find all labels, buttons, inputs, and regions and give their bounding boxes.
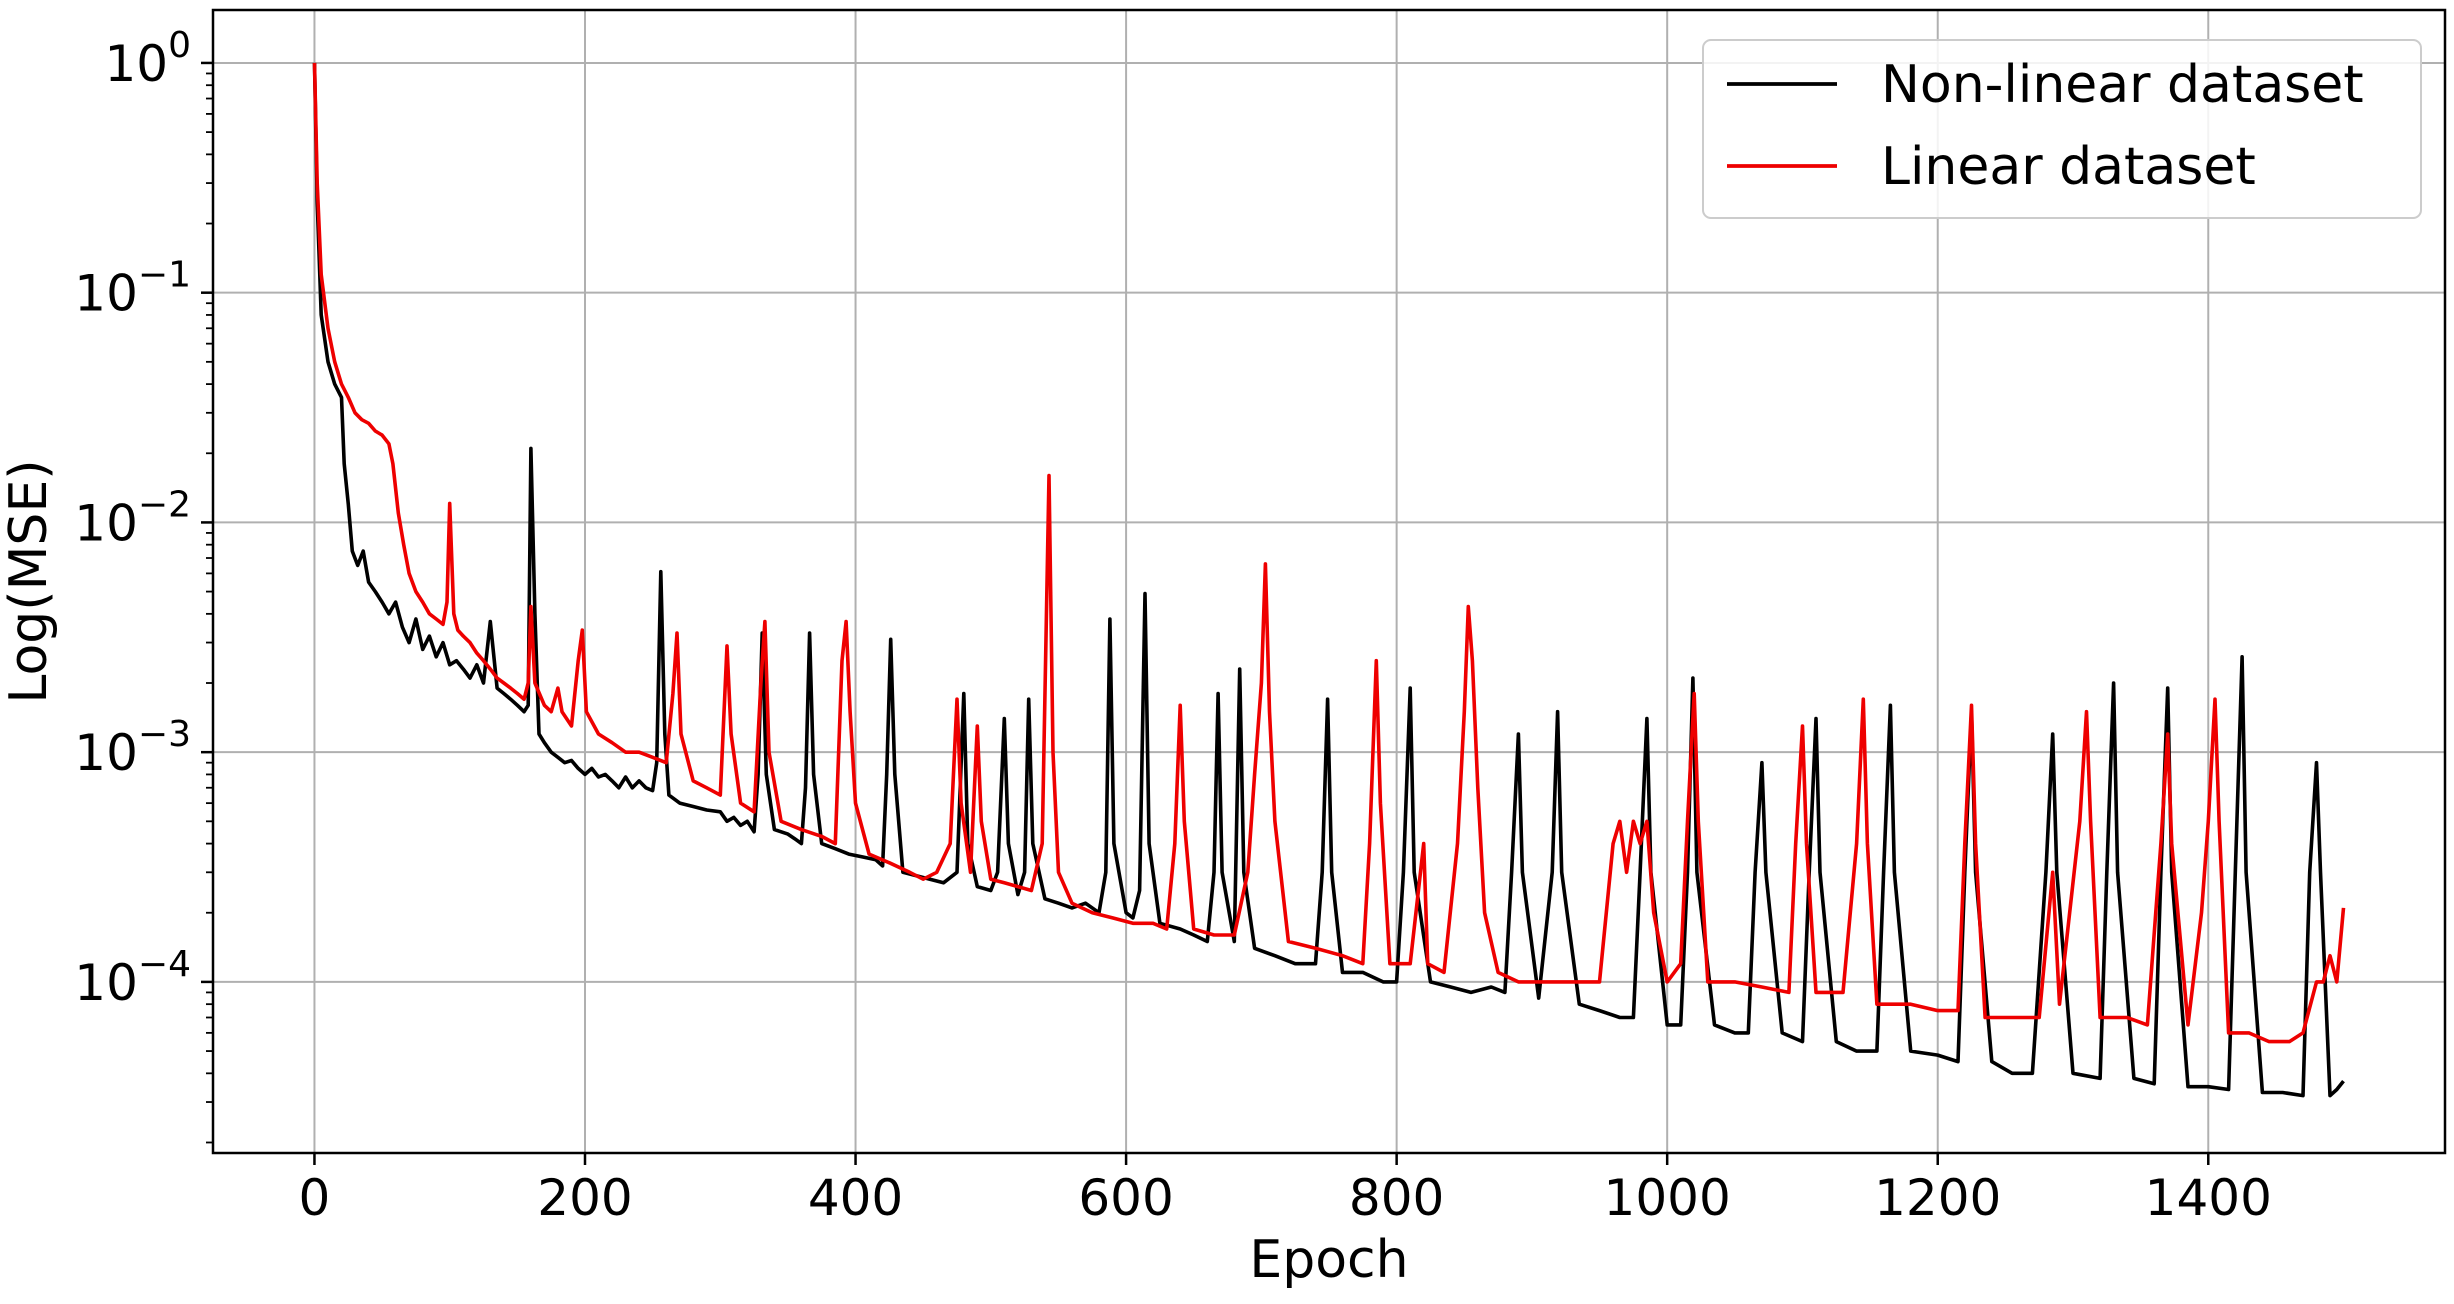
legend-label: Linear dataset xyxy=(1881,137,2256,197)
axis-ticks xyxy=(201,61,2210,1165)
series-layer xyxy=(312,62,2346,1098)
y-tick-exponent: −1 xyxy=(138,255,191,296)
legend-box xyxy=(1702,39,2422,219)
series-line-1 xyxy=(312,62,2346,1044)
plot-frame xyxy=(211,8,2447,1155)
y-tick-exponent: −4 xyxy=(138,944,191,985)
y-tick-exponent: −2 xyxy=(138,484,191,525)
x-axis-title: Epoch xyxy=(1249,1230,1408,1290)
x-tick-label: 1400 xyxy=(2145,1169,2272,1227)
tick-labels: 0 200 400 600 800 1000 1200 140010010−110−210−3… xyxy=(74,25,2272,1227)
x-tick-label: 0 xyxy=(299,1169,331,1227)
y-tick-base: 10 xyxy=(74,494,138,552)
y-tick-base: 10 xyxy=(74,954,138,1012)
series-line-0 xyxy=(312,62,2345,1098)
y-tick-label: 10−2 xyxy=(74,484,191,552)
legend: Non-linear dataset Linear dataset xyxy=(1702,39,2422,219)
y-tick-label: 100 xyxy=(104,25,191,93)
y-tick-exponent: 0 xyxy=(168,25,191,66)
x-tick-label: 200 xyxy=(537,1169,632,1227)
y-tick-label: 10−1 xyxy=(74,255,191,323)
y-tick-label: 10−3 xyxy=(74,714,191,782)
y-tick-label: 10−4 xyxy=(74,944,191,1012)
y-axis-title: Log(MSE) xyxy=(0,459,59,703)
y-tick-base: 10 xyxy=(74,265,138,323)
y-tick-exponent: −3 xyxy=(138,714,191,755)
x-tick-label: 1200 xyxy=(1874,1169,2001,1227)
y-tick-base: 10 xyxy=(74,724,138,782)
x-tick-label: 1000 xyxy=(1604,1169,1731,1227)
x-tick-label: 600 xyxy=(1078,1169,1173,1227)
legend-label: Non-linear dataset xyxy=(1881,55,2364,115)
x-tick-label: 800 xyxy=(1349,1169,1444,1227)
x-tick-label: 400 xyxy=(808,1169,903,1227)
y-tick-base: 10 xyxy=(104,35,168,93)
